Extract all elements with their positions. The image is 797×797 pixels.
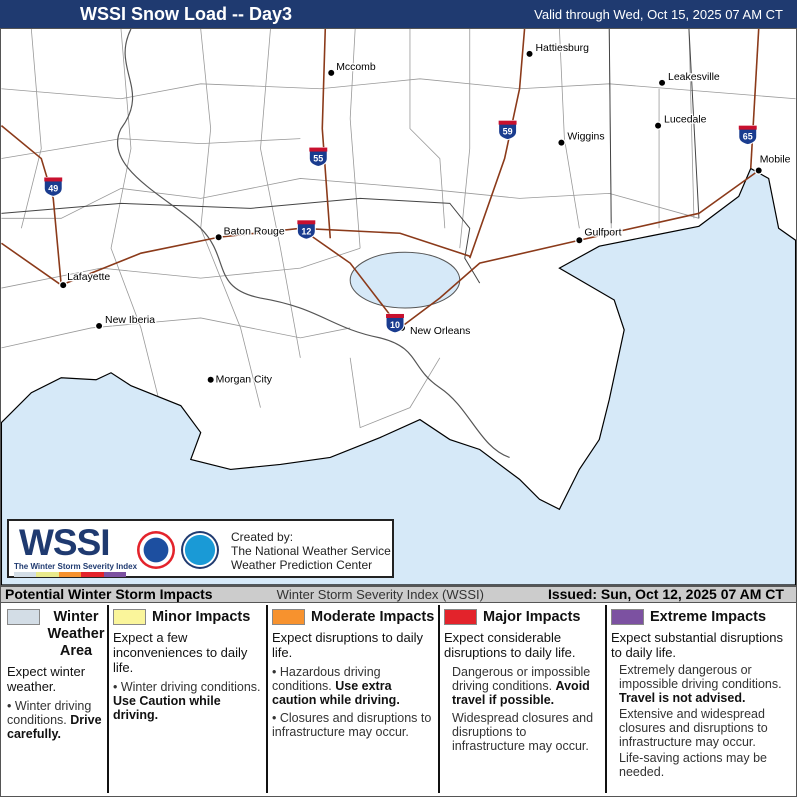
legend-expect: Expect winter weather.	[7, 664, 86, 694]
legend-bullet: • Hazardous driving conditions. Use extr…	[272, 665, 400, 707]
city-label: Wiggins	[567, 132, 604, 143]
interstate-shield: 49	[48, 183, 58, 193]
credit-created-by: Created by:	[231, 530, 294, 544]
index-name: Winter Storm Severity Index (WSSI)	[276, 587, 484, 602]
interstate-shield: 12	[301, 226, 311, 236]
legend-label: Winter Weather Area	[47, 609, 105, 659]
noaa-logo-icon	[181, 531, 219, 569]
city-label: Mobile	[760, 155, 791, 166]
map-title: WSSI Snow Load -- Day3	[80, 4, 293, 24]
city-label: Mccomb	[336, 62, 376, 73]
legend-bullet: Dangerous or impossible driving conditio…	[452, 665, 591, 707]
lake-pontchartrain	[349, 251, 461, 309]
legend-label: Moderate Impacts	[311, 609, 435, 625]
legend-expect: Expect a few inconveniences to daily lif…	[113, 630, 248, 675]
interstate-shield: 10	[390, 320, 400, 330]
city-label: New Orleans	[410, 326, 470, 337]
city-label: New Iberia	[105, 315, 155, 326]
city-label: Lafayette	[67, 272, 110, 283]
city-label: Lucedale	[664, 115, 707, 126]
swatch	[272, 609, 305, 625]
wssi-color-bar	[14, 572, 127, 577]
swatch	[444, 609, 477, 625]
credits: Created by: The National Weather Service…	[231, 530, 391, 572]
gulf-water	[1, 167, 796, 585]
interstate-shield: 59	[503, 127, 513, 137]
legend-bullet: • Winter driving conditions. Use Caution…	[113, 680, 261, 722]
wssi-logo-box: WSSI The Winter Storm Severity Index Cre…	[7, 519, 394, 578]
legend-label: Extreme Impacts	[650, 609, 767, 625]
swatch	[113, 609, 146, 625]
credit-nws: The National Weather Service	[231, 544, 391, 558]
legend-expect: Expect considerable disruptions to daily…	[444, 630, 576, 660]
header-bar: WSSI Snow Load -- Day3 Valid through Wed…	[0, 0, 797, 28]
legend-expect: Expect substantial disruptions to daily …	[611, 630, 783, 660]
legend-bullet: Extremely dangerous or impossible drivin…	[619, 663, 782, 705]
info-strip: Potential Winter Storm Impacts Winter St…	[0, 586, 797, 603]
credit-wpc: Weather Prediction Center	[231, 558, 373, 572]
legend-major: Major Impacts Expect considerable disrup…	[438, 605, 605, 793]
legend-bullet: Extensive and widespread closures and di…	[619, 707, 768, 749]
county-lines	[1, 29, 796, 429]
legend-winter-weather: Winter Weather Area Expect winter weathe…	[3, 605, 107, 793]
mississippi-river	[117, 29, 510, 459]
state-border	[1, 29, 700, 284]
city-label: Leakesville	[668, 72, 720, 83]
city-label: Baton Rouge	[224, 226, 285, 237]
nws-logo-icon	[137, 531, 175, 569]
city-label: Hattiesburg	[536, 43, 590, 54]
legend-bullet: • Winter driving conditions. Drive caref…	[7, 699, 102, 741]
legend-label: Minor Impacts	[152, 609, 251, 625]
legend-label: Major Impacts	[483, 609, 581, 625]
map: Hattiesburg Mccomb Leakesville Lucedale …	[0, 28, 797, 586]
legend-expect: Expect disruptions to daily life.	[272, 630, 424, 660]
interstate-shields: 49 55 12 59 65 10	[43, 120, 758, 334]
legend-minor: Minor Impacts Expect a few inconvenience…	[107, 605, 266, 793]
interstate-shield: 65	[743, 132, 753, 142]
impact-legend: Winter Weather Area Expect winter weathe…	[0, 603, 797, 797]
legend-bullet: Life-saving actions may be needed.	[619, 751, 767, 779]
valid-time: Valid through Wed, Oct 15, 2025 07 AM CT	[534, 7, 783, 22]
wssi-logo: WSSI	[19, 522, 111, 563]
swatch	[611, 609, 644, 625]
legend-bullet: Widespread closures and disruptions to i…	[452, 711, 594, 753]
legend-extreme: Extreme Impacts Expect substantial disru…	[605, 605, 796, 793]
legend-moderate: Moderate Impacts Expect disruptions to d…	[266, 605, 438, 793]
legend-bullet: • Closures and disruptions to infrastruc…	[272, 711, 432, 739]
interstate-shield: 55	[313, 154, 323, 164]
cities: Hattiesburg Mccomb Leakesville Lucedale …	[58, 42, 792, 387]
swatch	[7, 609, 40, 625]
city-label: Morgan City	[216, 375, 273, 386]
wssi-subtitle: The Winter Storm Severity Index	[14, 562, 138, 571]
city-label: Gulfport	[584, 227, 621, 238]
legend-title: Potential Winter Storm Impacts	[5, 586, 213, 602]
issued-time: Issued: Sun, Oct 12, 2025 07 AM CT	[547, 586, 784, 602]
